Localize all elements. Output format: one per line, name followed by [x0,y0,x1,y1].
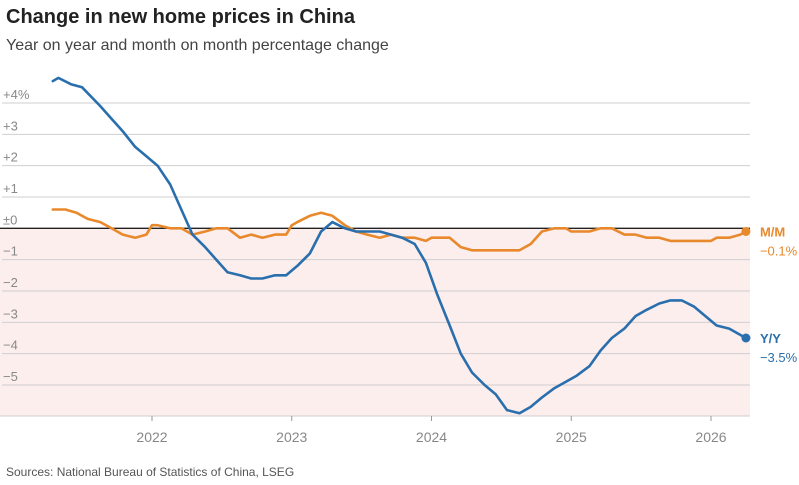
x-tick-label: 2024 [416,429,447,445]
y-tick-label: −2 [3,275,18,290]
series-end-marker-y-y [741,333,751,343]
chart-subtitle: Year on year and month on month percenta… [6,37,389,54]
series-value-label-m-m: −0.1% [760,243,798,258]
series-line-m-m [51,208,748,252]
series-end-labels: M/M −0.1% Y/Y −3.5% [760,224,798,365]
gridlines [0,102,750,417]
series-line-y-y [51,76,748,415]
x-tick-label: 2023 [276,429,307,445]
y-tick-label: −1 [3,244,18,259]
y-tick-label: −3 [3,306,18,321]
y-tick-label: −4 [3,338,18,353]
y-axis: +4% +3 +2 +1 ±0 −1 −2 −3 −4 −5 [3,87,30,384]
chart-title: Change in new home prices in China [6,6,355,28]
source-note: Sources: National Bureau of Statistics o… [6,465,295,479]
y-tick-label: +3 [3,118,18,133]
series-name-label-m-m: M/M [760,224,785,239]
x-tick-label: 2022 [136,429,167,445]
y-tick-label: −5 [3,369,18,384]
series-name-label-y-y: Y/Y [760,331,781,346]
series-end-marker-m-m [741,226,751,236]
y-tick-label: ±0 [3,212,17,227]
x-tick-label: 2026 [695,429,726,445]
x-tick-label: 2025 [556,429,587,445]
y-tick-label: +4% [3,87,30,102]
y-tick-label: +1 [3,181,18,196]
y-tick-label: +2 [3,150,18,165]
series-lines [51,76,751,415]
x-axis: 2022 2023 2024 2025 2026 [136,416,727,445]
series-value-label-y-y: −3.5% [760,350,798,365]
